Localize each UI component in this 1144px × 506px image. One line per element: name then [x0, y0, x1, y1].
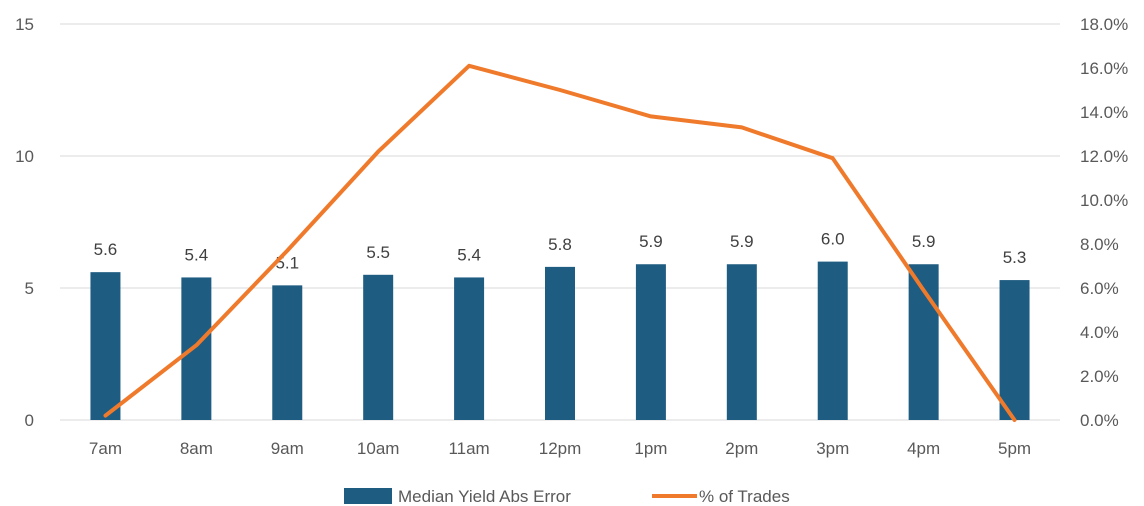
x-tick-label: 12pm	[539, 439, 582, 458]
bar	[635, 264, 666, 420]
left-tick-label: 0	[25, 411, 34, 430]
right-tick-label: 6.0%	[1080, 279, 1119, 298]
x-tick-label: 10am	[357, 439, 400, 458]
bar-data-label: 5.3	[1003, 248, 1027, 267]
x-tick-label: 8am	[180, 439, 213, 458]
x-tick-label: 1pm	[634, 439, 667, 458]
bar	[90, 272, 121, 420]
left-axis-ticks: 0 5 10 15	[15, 15, 34, 430]
x-tick-label: 5pm	[998, 439, 1031, 458]
left-tick-label: 10	[15, 147, 34, 166]
bar-data-label: 5.6	[94, 240, 118, 259]
left-tick-label: 5	[25, 279, 34, 298]
x-tick-label: 3pm	[816, 439, 849, 458]
right-tick-label: 2.0%	[1080, 367, 1119, 386]
bar	[454, 277, 485, 420]
x-tick-label: 7am	[89, 439, 122, 458]
trades-line	[103, 63, 1017, 422]
x-tick-label: 11am	[448, 439, 489, 458]
bar	[181, 277, 212, 420]
right-tick-label: 8.0%	[1080, 235, 1119, 254]
x-tick-label: 2pm	[725, 439, 758, 458]
bar-data-label: 5.9	[639, 232, 663, 251]
right-tick-label: 14.0%	[1080, 103, 1128, 122]
bar	[999, 280, 1030, 420]
line-series	[103, 63, 1017, 422]
bar-data-label: 5.9	[730, 232, 754, 251]
bar-data-label: 6.0	[821, 230, 845, 249]
bar-data-label: 5.8	[548, 235, 572, 254]
right-tick-label: 12.0%	[1080, 147, 1128, 166]
bar-data-label: 5.9	[912, 232, 936, 251]
bar	[817, 261, 848, 420]
legend-label-line: % of Trades	[699, 487, 790, 506]
x-axis-ticks: 7am 8am 9am 10am 11am 12pm 1pm 2pm 3pm 4pm 5pm	[89, 439, 1031, 458]
bar-data-labels: 5.6 5.4 5.1 5.5 5.4 5.8 5.9 5.9 6.0 5.9 5.3	[94, 230, 1027, 273]
bar	[363, 274, 394, 420]
bar-data-label: 5.4	[185, 245, 209, 264]
x-tick-label: 4pm	[907, 439, 940, 458]
right-tick-label: 0.0%	[1080, 411, 1119, 430]
right-tick-label: 18.0%	[1080, 15, 1128, 34]
legend-label-bar: Median Yield Abs Error	[398, 487, 571, 506]
right-tick-label: 10.0%	[1080, 191, 1128, 210]
right-tick-label: 16.0%	[1080, 59, 1128, 78]
bar	[726, 264, 757, 420]
legend: Median Yield Abs Error % of Trades	[344, 487, 790, 506]
bar-data-label: 5.4	[457, 245, 481, 264]
bar-data-label: 5.1	[275, 253, 299, 272]
right-tick-label: 4.0%	[1080, 323, 1119, 342]
right-axis-ticks: 0.0% 2.0% 4.0% 6.0% 8.0% 10.0% 12.0% 14.0% 16.0%…	[1080, 15, 1128, 430]
legend-swatch-bar	[344, 488, 392, 504]
bar	[272, 285, 303, 420]
bar-data-label: 5.5	[366, 243, 390, 262]
left-tick-label: 15	[15, 15, 34, 34]
bar-series	[90, 261, 1030, 420]
x-tick-label: 9am	[271, 439, 304, 458]
bar	[545, 266, 575, 420]
